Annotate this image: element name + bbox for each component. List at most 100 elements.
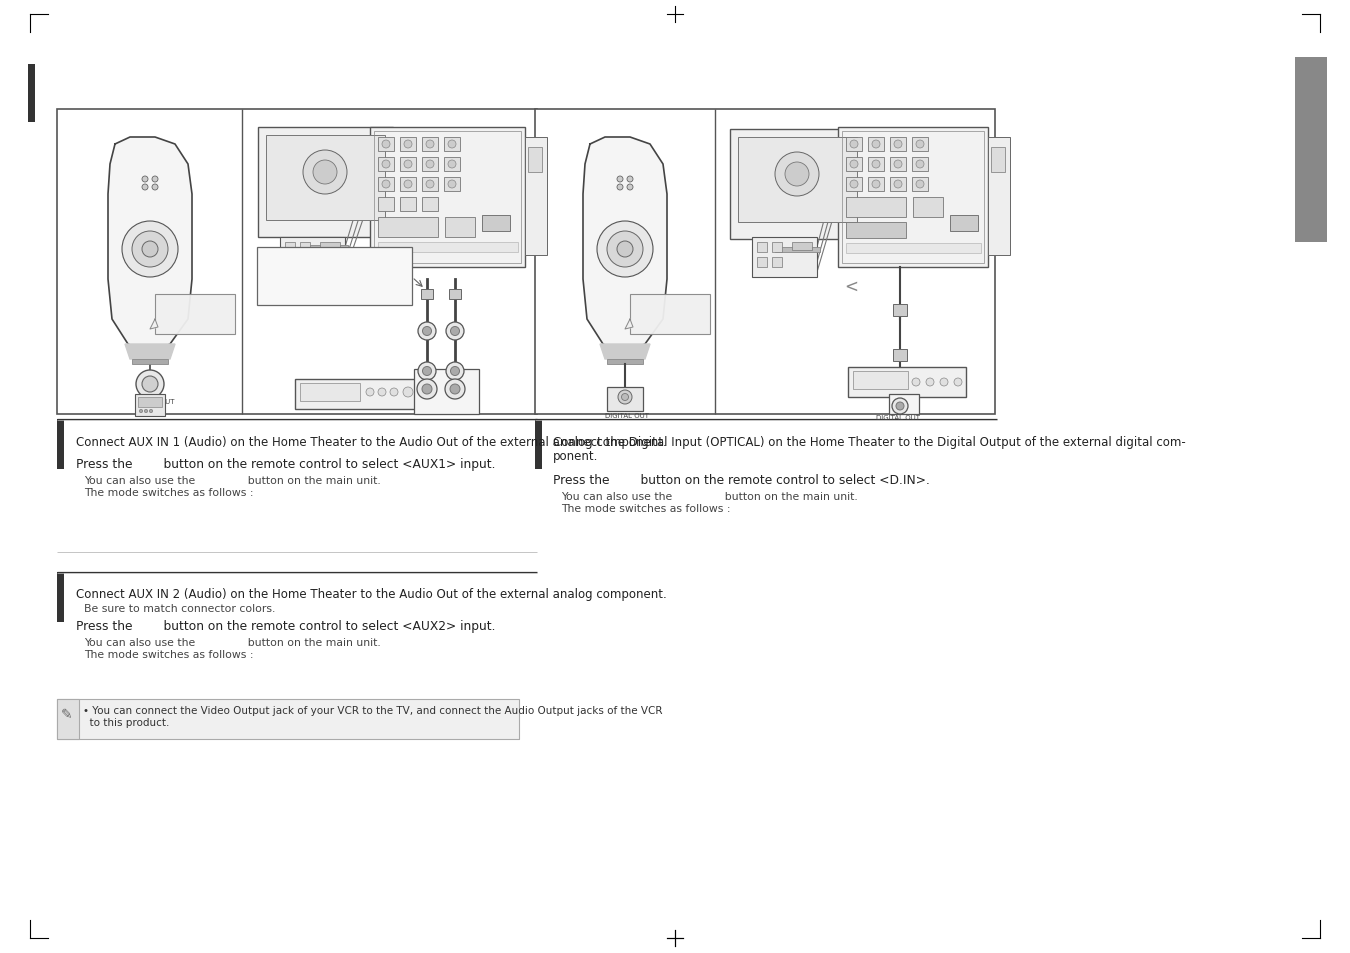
- Circle shape: [142, 242, 158, 257]
- Circle shape: [926, 378, 934, 387]
- Circle shape: [446, 363, 464, 380]
- Bar: [846, 223, 906, 239]
- Circle shape: [153, 185, 158, 191]
- Circle shape: [142, 376, 158, 393]
- Circle shape: [153, 177, 158, 183]
- Circle shape: [136, 371, 163, 398]
- Bar: [423, 158, 437, 172]
- Bar: [950, 215, 977, 232]
- Bar: [846, 158, 863, 172]
- Circle shape: [404, 181, 412, 189]
- Bar: [423, 198, 437, 212]
- Circle shape: [450, 385, 460, 395]
- Bar: [775, 248, 819, 253]
- Text: L: L: [418, 372, 423, 380]
- Text: ponent.: ponent.: [554, 450, 598, 462]
- Text: AUDIO OUT: AUDIO OUT: [423, 403, 462, 410]
- Bar: [846, 244, 981, 253]
- Text: You can also use the               button on the main unit.: You can also use the button on the main …: [84, 476, 381, 485]
- Circle shape: [378, 389, 386, 396]
- Bar: [848, 368, 967, 397]
- Circle shape: [142, 185, 148, 191]
- Circle shape: [144, 410, 147, 413]
- Bar: [423, 138, 437, 152]
- Bar: [285, 243, 296, 253]
- Circle shape: [382, 141, 390, 149]
- Circle shape: [448, 181, 456, 189]
- Bar: [757, 243, 767, 253]
- Bar: [279, 237, 346, 277]
- Bar: [285, 257, 296, 268]
- Circle shape: [366, 389, 374, 396]
- Text: Connect AUX IN 2 (Audio) on the Home Theater to the Audio Out of the external an: Connect AUX IN 2 (Audio) on the Home The…: [76, 587, 667, 600]
- Bar: [423, 178, 437, 192]
- Bar: [400, 198, 416, 212]
- Text: You can also use the               button on the main unit.: You can also use the button on the main …: [84, 638, 381, 647]
- Circle shape: [894, 141, 902, 149]
- Polygon shape: [625, 319, 633, 330]
- Bar: [608, 388, 643, 412]
- Polygon shape: [108, 138, 192, 355]
- Circle shape: [940, 378, 948, 387]
- Circle shape: [144, 410, 147, 413]
- Bar: [155, 294, 235, 335]
- Circle shape: [872, 141, 880, 149]
- Bar: [300, 384, 360, 401]
- Circle shape: [608, 232, 643, 268]
- Polygon shape: [599, 345, 649, 359]
- Circle shape: [418, 363, 436, 380]
- Circle shape: [617, 185, 622, 191]
- Bar: [57, 700, 80, 740]
- Text: The mode switches as follows :: The mode switches as follows :: [84, 649, 254, 659]
- Circle shape: [626, 177, 633, 183]
- Bar: [738, 138, 857, 223]
- Bar: [890, 395, 919, 415]
- Circle shape: [313, 161, 338, 185]
- Circle shape: [850, 141, 859, 149]
- Bar: [868, 178, 884, 192]
- Bar: [792, 243, 811, 251]
- Circle shape: [132, 232, 167, 268]
- Bar: [57, 419, 63, 470]
- Circle shape: [427, 161, 433, 169]
- Circle shape: [917, 161, 923, 169]
- Text: ✎: ✎: [61, 707, 73, 721]
- Text: AUX IN: AUX IN: [382, 245, 404, 250]
- Circle shape: [302, 151, 347, 194]
- Circle shape: [404, 388, 413, 397]
- Bar: [842, 132, 984, 264]
- Text: • You can connect the Video Output jack of your VCR to the TV, and connect the A: • You can connect the Video Output jack …: [82, 705, 663, 716]
- Circle shape: [404, 161, 412, 169]
- Circle shape: [382, 161, 390, 169]
- Bar: [772, 257, 782, 268]
- Bar: [446, 218, 475, 237]
- Bar: [752, 237, 817, 277]
- Bar: [772, 243, 782, 253]
- Bar: [266, 136, 385, 221]
- Circle shape: [382, 181, 390, 189]
- Circle shape: [618, 391, 632, 405]
- Bar: [258, 128, 393, 237]
- Bar: [374, 132, 521, 264]
- Bar: [846, 138, 863, 152]
- Bar: [913, 198, 944, 218]
- Bar: [913, 158, 927, 172]
- Bar: [378, 243, 518, 253]
- Text: The mode switches as follows :: The mode switches as follows :: [562, 503, 730, 514]
- Circle shape: [597, 222, 653, 277]
- Text: Connect the Digital Input (OPTICAL) on the Home Theater to the Digital Output of: Connect the Digital Input (OPTICAL) on t…: [554, 436, 1185, 449]
- Bar: [525, 138, 547, 255]
- Bar: [608, 359, 643, 365]
- Circle shape: [390, 389, 398, 396]
- Bar: [378, 198, 394, 212]
- Text: to this product.: to this product.: [82, 718, 169, 727]
- Circle shape: [784, 163, 809, 187]
- Circle shape: [896, 402, 905, 411]
- Bar: [913, 138, 927, 152]
- Circle shape: [872, 161, 880, 169]
- Circle shape: [150, 410, 153, 413]
- Circle shape: [448, 161, 456, 169]
- Bar: [890, 158, 906, 172]
- Bar: [730, 130, 865, 240]
- Bar: [535, 419, 541, 470]
